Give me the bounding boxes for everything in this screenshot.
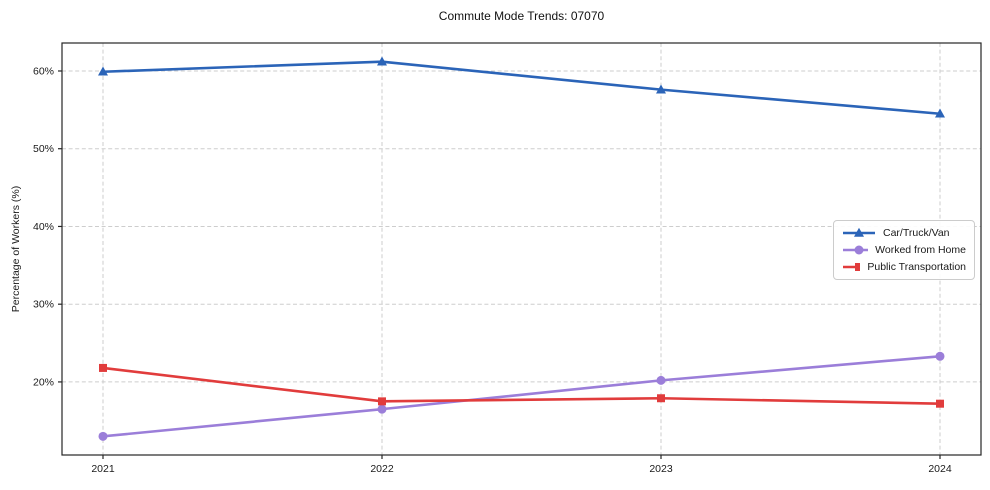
y-tick-label: 50% [33, 143, 54, 155]
legend-label: Public Transportation [867, 261, 966, 273]
triangle-legend-swatch-icon [843, 227, 875, 237]
data-point-circle [656, 375, 666, 385]
legend-item: Worked from Home [842, 243, 966, 257]
legend-marker [854, 245, 864, 255]
data-point-circle [935, 351, 945, 361]
plot-border [61, 42, 982, 456]
circle-legend-swatch-icon [843, 245, 869, 255]
series-line-1 [101, 60, 942, 116]
x-tick-label: 2024 [928, 463, 952, 475]
data-point-square [99, 363, 107, 372]
square-legend-swatch-icon [843, 263, 861, 271]
x-tick-label: 2023 [649, 463, 673, 475]
legend-marker [855, 263, 861, 271]
legend-label: Car/Truck/Van [883, 227, 950, 239]
y-tick-label: 40% [33, 221, 54, 233]
chart-title: Commute Mode Trends: 07070 [438, 9, 605, 23]
data-point-triangle [98, 66, 108, 76]
data-point-square [378, 397, 386, 406]
x-tick-label: 2022 [370, 463, 394, 475]
x-tick-label: 2021 [91, 463, 115, 475]
data-point-triangle [377, 56, 387, 66]
legend-item: Car/Truck/Van [842, 226, 966, 240]
legend-marker [854, 227, 864, 237]
data-point-circle [377, 404, 387, 414]
data-point-square [657, 394, 665, 403]
data-point-square [936, 399, 944, 408]
series-line-2 [101, 354, 942, 438]
data-point-circle [98, 431, 108, 441]
y-tick-label: 60% [33, 65, 54, 77]
legend: Car/Truck/Van Worked from Home Public Tran… [833, 220, 975, 280]
data-point-triangle [935, 108, 945, 118]
legend-label: Worked from Home [875, 244, 966, 256]
y-tick-label: 20% [33, 376, 54, 388]
series-line-3 [101, 366, 942, 405]
y-tick-label: 30% [33, 299, 54, 311]
data-point-triangle [656, 84, 666, 94]
legend-item: Public Transportation [842, 260, 966, 274]
